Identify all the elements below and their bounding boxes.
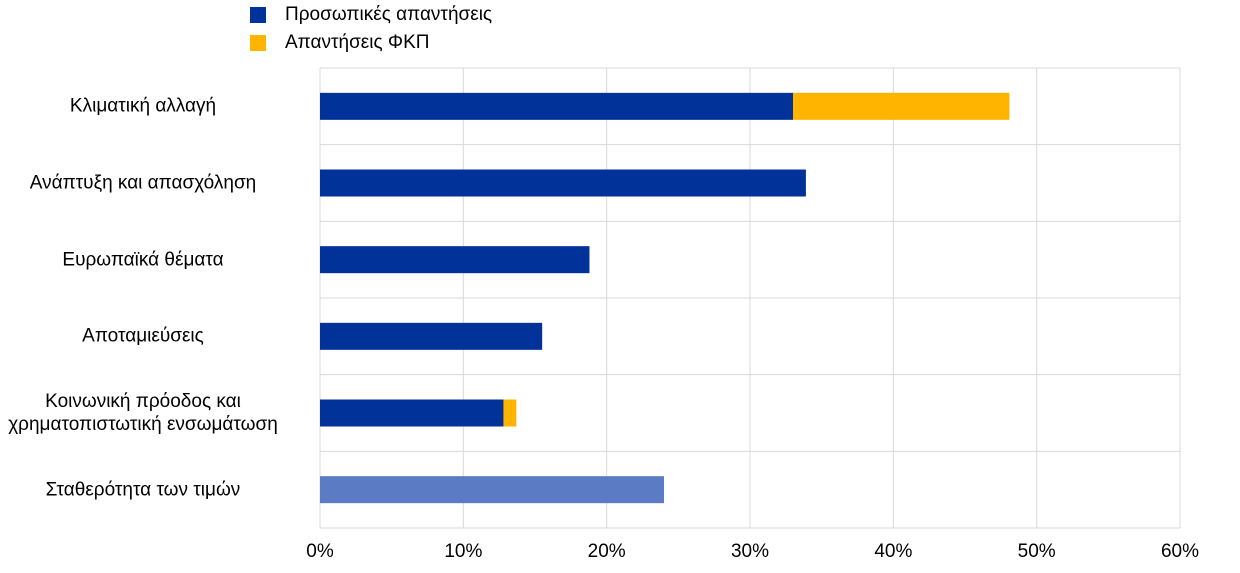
x-tick-label: 0% <box>306 541 334 562</box>
y-tick-label: Σταθερότητα των τιμών <box>45 479 241 501</box>
x-tick-label: 40% <box>874 541 912 562</box>
legend-label: Προσωπικές απαντήσεις <box>285 4 492 25</box>
legend-swatch <box>250 35 266 51</box>
x-tick-label: 60% <box>1161 541 1199 562</box>
bar-segment <box>320 399 504 427</box>
bar-segment <box>320 246 590 274</box>
legend-label: Απαντήσεις ΦΚΠ <box>285 32 429 53</box>
y-tick-label: Αποταμιεύσεις <box>82 325 204 347</box>
bar-segment <box>503 399 517 427</box>
x-tick-label: 10% <box>444 541 482 562</box>
y-tick-label: Ανάπτυξη και απασχόληση <box>29 172 257 194</box>
bar-segment <box>320 476 664 504</box>
y-tick-label: Κλιματική αλλαγή <box>69 95 217 117</box>
bar-segment <box>320 92 793 120</box>
x-tick-label: 30% <box>731 541 769 562</box>
y-tick-label: Ευρωπαϊκά θέματα <box>62 249 224 271</box>
x-tick-label: 50% <box>1018 541 1056 562</box>
bar-segment <box>793 92 1010 120</box>
bar-segment <box>320 169 806 197</box>
legend-swatch <box>250 7 266 23</box>
y-tick-label: Κοινωνική πρόοδος και χρηματοπιστωτική ε… <box>8 391 278 435</box>
x-tick-label: 20% <box>588 541 626 562</box>
bar-segment <box>320 322 543 350</box>
